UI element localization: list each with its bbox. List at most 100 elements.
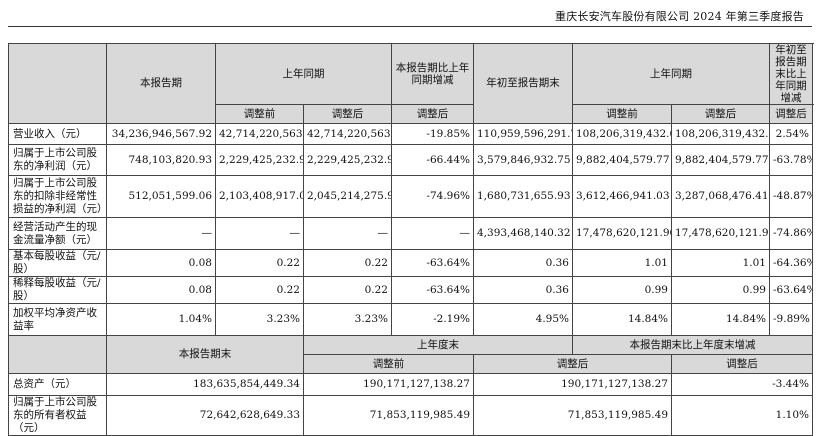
cell-before: 0.22: [215, 276, 304, 304]
col-header-prior-year-end: 上年度末: [303, 335, 573, 355]
cell-ytd-after: 0.99: [671, 276, 770, 304]
col-header-prior: 上年同期: [215, 43, 392, 105]
subheader-before-adj: 调整前: [215, 104, 304, 124]
cell-change: -19.85%: [391, 123, 474, 145]
cell-current: 34,236,946,567.92: [106, 123, 216, 145]
cell-before: 0.22: [215, 249, 304, 277]
cell-change: —: [391, 217, 474, 250]
cell-period-end: 183,635,854,449.34: [106, 373, 304, 396]
cell-before: 2,103,408,917.03: [215, 175, 304, 218]
cell-ytd-before: 17,478,620,121.96: [572, 217, 672, 250]
cell-ytd-after: 14.84%: [671, 303, 770, 336]
cell-ytd: 3,579,846,932.75: [473, 144, 573, 176]
subheader-ytd-before-adj: 调整前: [572, 104, 672, 124]
cell-ytd-before: 1.01: [572, 249, 672, 277]
cell-before: 71,853,119,985.49: [303, 395, 474, 436]
cell-change: -74.96%: [391, 175, 474, 218]
cell-after: 71,853,119,985.49: [473, 395, 672, 436]
table-row: 基本每股收益（元/股） 0.08 0.22 0.22 -63.64% 0.36 …: [8, 249, 813, 277]
row-label: 营业收入（元）: [8, 123, 107, 145]
cell-change: -63.64%: [391, 276, 474, 304]
cell-ytd-change: 2.54%: [769, 123, 813, 145]
header-rule: [8, 26, 812, 27]
subheader-ytd-change-after: 调整后: [769, 104, 813, 124]
subheader-change-after-2: 调整后: [671, 354, 813, 374]
col-header-current: 本报告期: [106, 43, 216, 124]
cell-ytd: 1,680,731,655.93: [473, 175, 573, 218]
cell-before: 42,714,220,563.67: [215, 123, 304, 145]
row-label: 归属于上市公司股东的扣除非经常性损益的净利润（元）: [8, 175, 107, 218]
cell-change: -66.44%: [391, 144, 474, 176]
row-label: 归属于上市公司股东的所有者权益（元）: [8, 395, 107, 436]
cell-ytd-change: -63.64%: [769, 276, 813, 304]
row-label: 归属于上市公司股东的净利润（元）: [8, 144, 107, 176]
cell-ytd-before: 14.84%: [572, 303, 672, 336]
cell-ytd-after: 108,206,319,432.68: [671, 123, 770, 145]
page-header: 重庆长安汽车股份有限公司 2024 年第三季度报告: [555, 10, 804, 23]
cell-after: 42,714,220,563.67: [303, 123, 392, 145]
table-row: 归属于上市公司股东的净利润（元） 748,103,820.93 2,229,42…: [8, 144, 813, 176]
cell-ytd-change: -9.89%: [769, 303, 813, 336]
cell-current: 0.08: [106, 276, 216, 304]
row-label: 总资产（元）: [8, 373, 107, 396]
row-label: 基本每股收益（元/股）: [8, 249, 107, 277]
cell-ytd-after: 3,287,068,476.41: [671, 175, 770, 218]
cell-ytd-before: 3,612,466,941.03: [572, 175, 672, 218]
col-header-period-end-change: 本报告期末比上年度末增减: [572, 335, 813, 355]
cell-ytd-change: -74.86%: [769, 217, 813, 250]
cell-after: 3.23%: [303, 303, 392, 336]
subheader-after-adj: 调整后: [303, 104, 392, 124]
cell-current: 1.04%: [106, 303, 216, 336]
col-header-change: 本报告期比上年同期增减: [391, 43, 474, 105]
cell-after: 190,171,127,138.27: [473, 373, 672, 396]
cell-change: 1.10%: [671, 395, 813, 436]
cell-current: 0.08: [106, 249, 216, 277]
cell-before: —: [215, 217, 304, 250]
cell-change: -2.19%: [391, 303, 474, 336]
cell-ytd-after: 1.01: [671, 249, 770, 277]
cell-after: 0.22: [303, 276, 392, 304]
cell-ytd-before: 108,206,319,432.68: [572, 123, 672, 145]
financial-table: 本报告期 上年同期 本报告期比上年同期增减 年初至报告期末 上年同期 年初至报告…: [8, 43, 813, 436]
corner-cell: [8, 43, 107, 124]
cell-ytd: 4.95%: [473, 303, 573, 336]
row-label: 稀释每股收益（元/股）: [8, 276, 107, 304]
table-row: 加权平均净资产收益率 1.04% 3.23% 3.23% -2.19% 4.95…: [8, 303, 813, 336]
table-row: 归属于上市公司股东的扣除非经常性损益的净利润（元） 512,051,599.06…: [8, 175, 813, 218]
cell-current: —: [106, 217, 216, 250]
corner-cell-2: [8, 335, 107, 374]
col-header-ytd: 年初至报告期末: [473, 43, 573, 124]
cell-ytd-before: 9,882,404,579.77: [572, 144, 672, 176]
cell-ytd-change: -64.36%: [769, 249, 813, 277]
cell-ytd-before: 0.99: [572, 276, 672, 304]
cell-before: 190,171,127,138.27: [303, 373, 474, 396]
col-header-ytd-change: 年初至报告期末比上年同期增减: [769, 43, 813, 105]
col-header-period-end: 本报告期末: [106, 335, 304, 374]
cell-ytd: 0.36: [473, 276, 573, 304]
subheader-change-after: 调整后: [391, 104, 474, 124]
cell-ytd-after: 9,882,404,579.77: [671, 144, 770, 176]
row-label: 加权平均净资产收益率: [8, 303, 107, 336]
cell-before: 2,229,425,232.97: [215, 144, 304, 176]
table-row: 归属于上市公司股东的所有者权益（元） 72,642,628,649.33 71,…: [8, 395, 813, 436]
cell-current: 748,103,820.93: [106, 144, 216, 176]
subheader-after-adj-2: 调整后: [473, 354, 672, 374]
cell-period-end: 72,642,628,649.33: [106, 395, 304, 436]
cell-ytd-change: -63.78%: [769, 144, 813, 176]
cell-change: -63.64%: [391, 249, 474, 277]
cell-after: 0.22: [303, 249, 392, 277]
cell-after: 2,229,425,232.97: [303, 144, 392, 176]
cell-after: —: [303, 217, 392, 250]
cell-before: 3.23%: [215, 303, 304, 336]
row-label: 经营活动产生的现金流量净额（元）: [8, 217, 107, 250]
cell-after: 2,045,214,275.92: [303, 175, 392, 218]
table-row: 总资产（元） 183,635,854,449.34 190,171,127,13…: [8, 373, 813, 396]
table-row: 营业收入（元） 34,236,946,567.92 42,714,220,563…: [8, 123, 813, 145]
cell-ytd: 110,959,596,291.71: [473, 123, 573, 145]
cell-ytd: 4,393,468,140.32: [473, 217, 573, 250]
cell-ytd-change: -48.87%: [769, 175, 813, 218]
table-row: 稀释每股收益（元/股） 0.08 0.22 0.22 -63.64% 0.36 …: [8, 276, 813, 304]
col-header-ytd-prior: 上年同期: [572, 43, 770, 105]
subheader-before-adj-2: 调整前: [303, 354, 474, 374]
cell-current: 512,051,599.06: [106, 175, 216, 218]
